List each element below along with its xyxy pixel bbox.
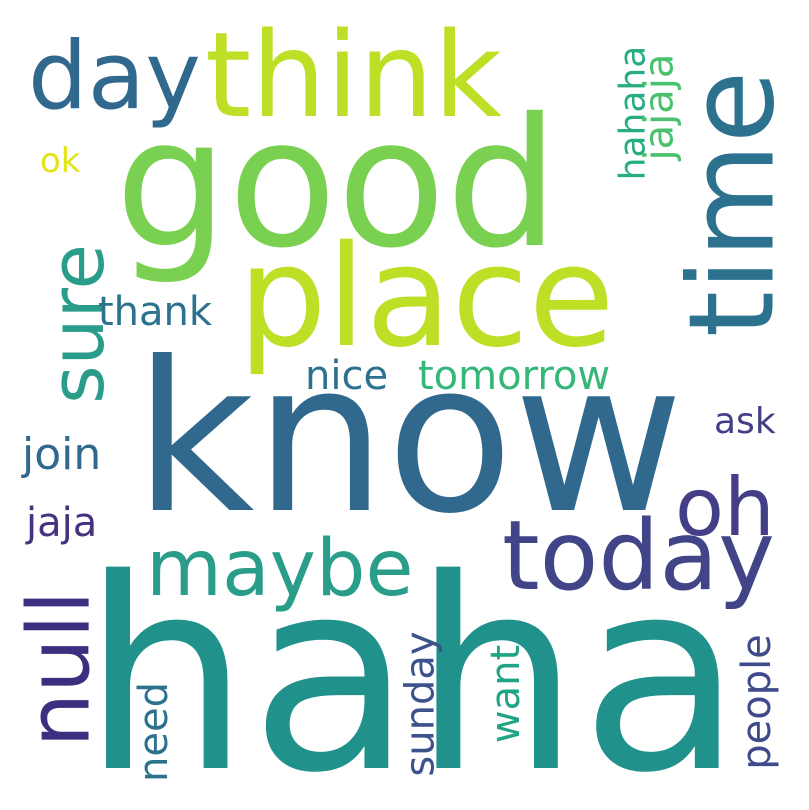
- word-jajaja: jajaja: [636, 53, 683, 161]
- word-think: think: [205, 6, 502, 144]
- word-place: place: [238, 216, 615, 379]
- word-maybe: maybe: [146, 524, 414, 614]
- word-ask: ask: [714, 401, 776, 442]
- word-sunday: sunday: [397, 631, 444, 777]
- word-join: join: [22, 429, 102, 480]
- word-thank: thank: [98, 289, 213, 335]
- word-good: good: [115, 80, 559, 287]
- word-day: day: [28, 22, 201, 131]
- word-today: today: [502, 500, 775, 612]
- word-null: null: [9, 590, 110, 748]
- word-want: want: [483, 644, 530, 744]
- word-know: know: [134, 318, 684, 560]
- word-tomorrow: tomorrow: [418, 353, 611, 399]
- word-jaja: jaja: [26, 500, 98, 546]
- word-haha: haha: [82, 523, 743, 810]
- word-nice: nice: [305, 353, 389, 399]
- word-time: time: [662, 70, 801, 338]
- word-need: need: [130, 682, 177, 782]
- word-ok: ok: [40, 141, 81, 181]
- word-people: people: [733, 634, 780, 770]
- word-oh: oh: [675, 461, 775, 554]
